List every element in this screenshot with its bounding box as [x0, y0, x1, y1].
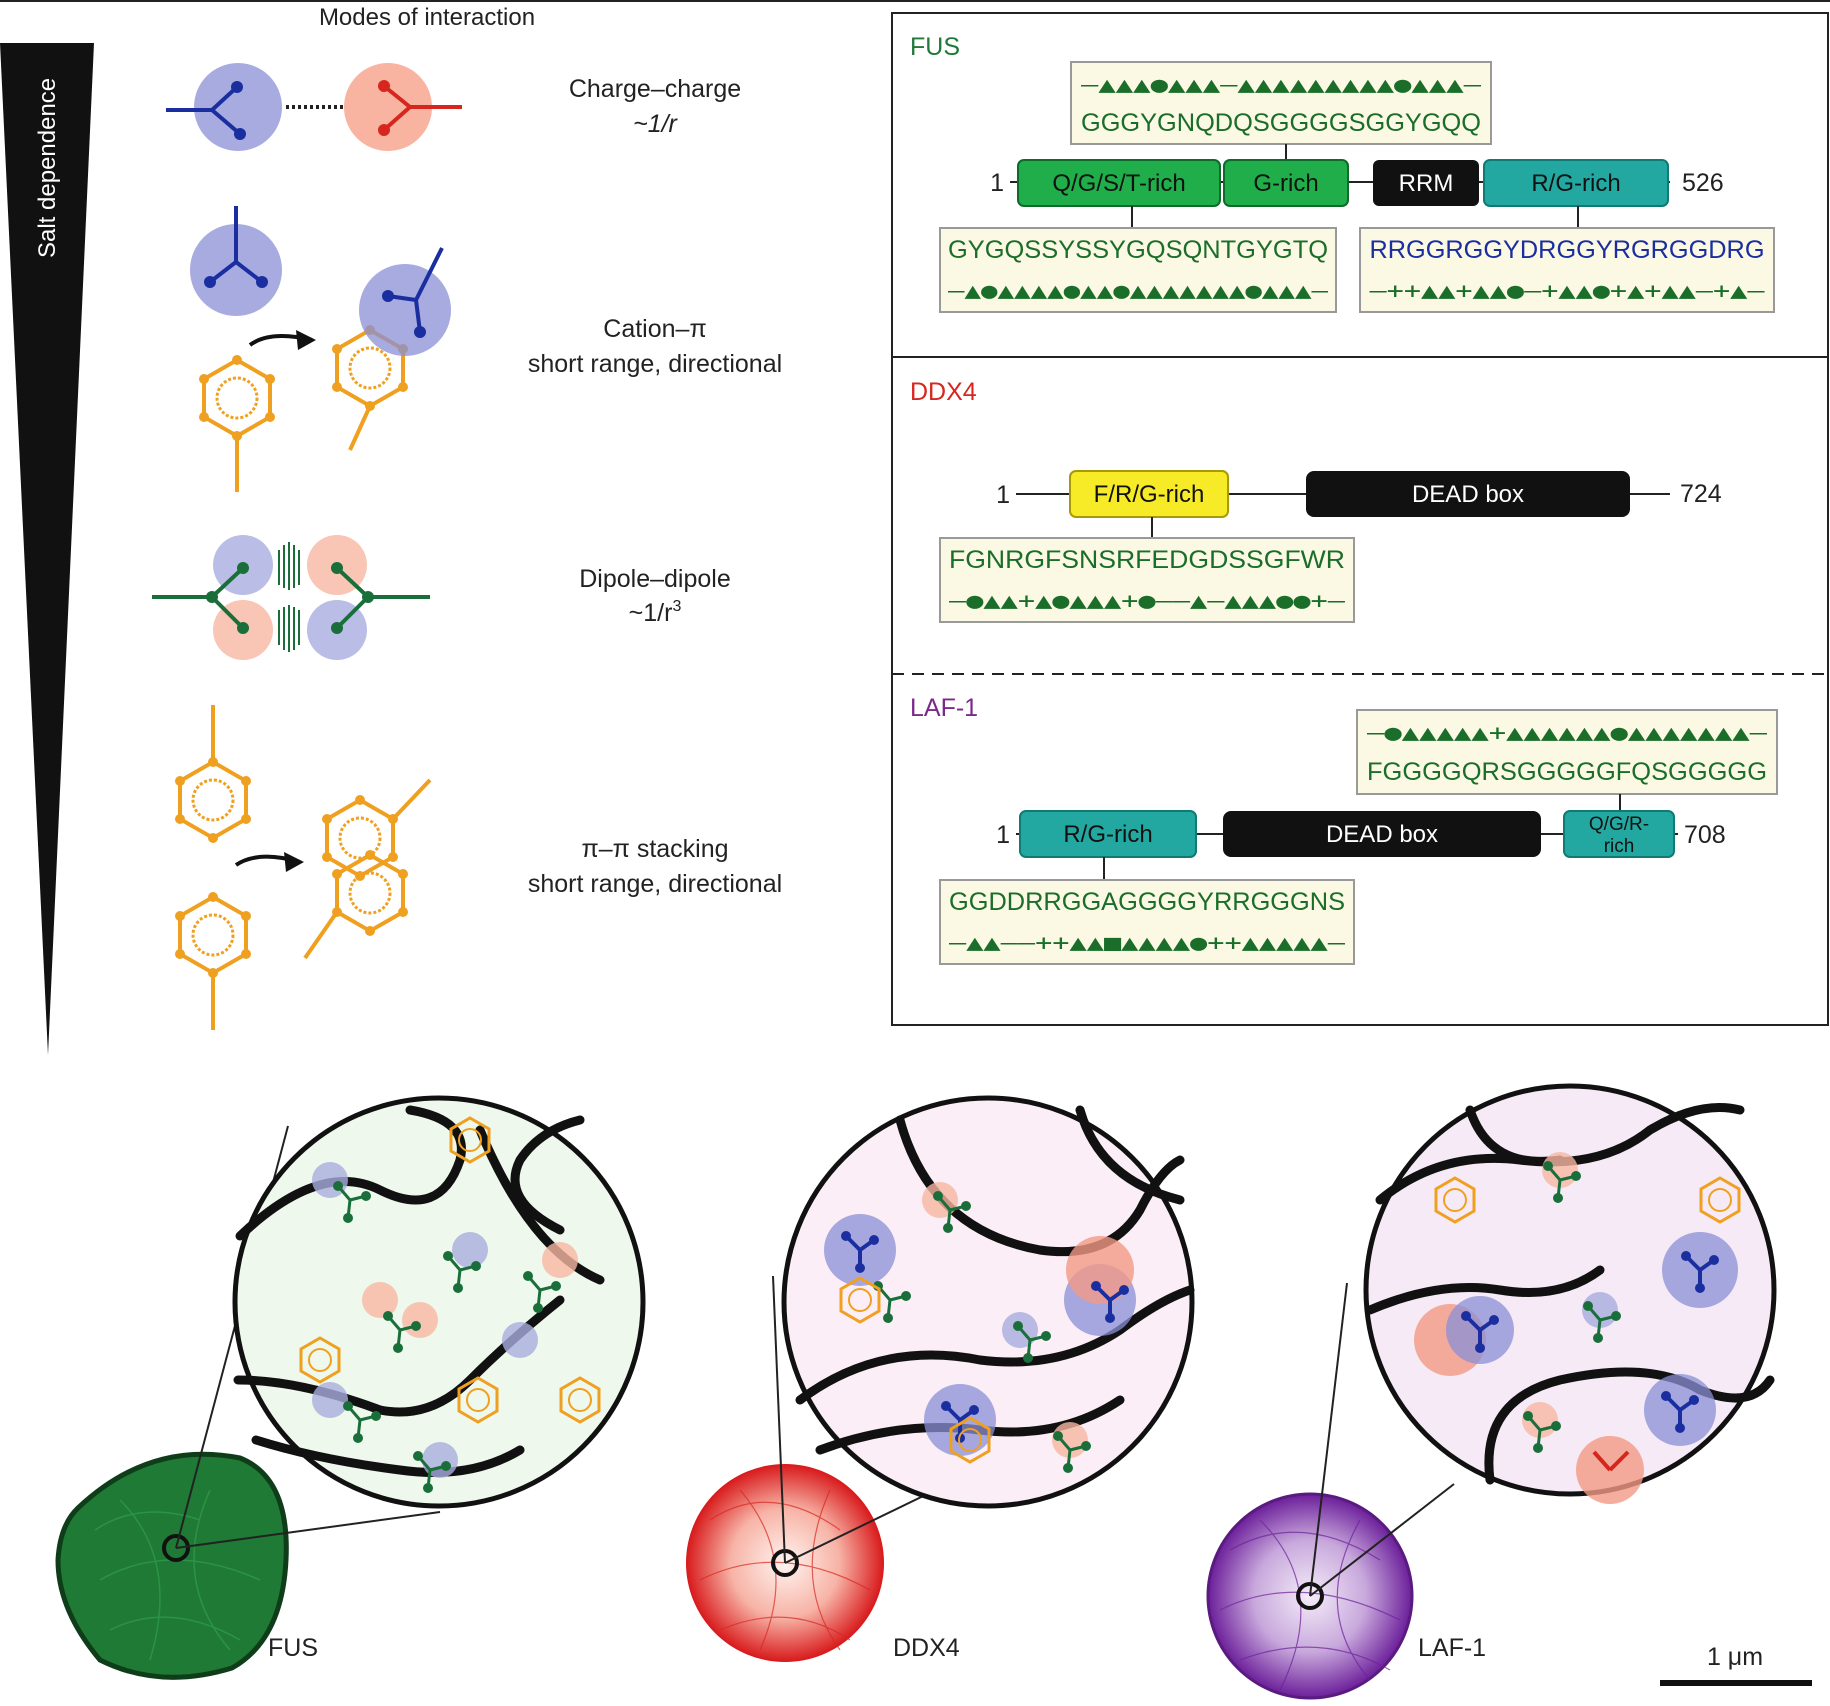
charge-charge-illustration — [166, 63, 462, 151]
domain-panel: FUS –▲▲▲●▲▲▲–▲▲▲▲▲▲▲▲▲●▲▲▲– GGGYGNQDQSGG… — [891, 12, 1829, 1026]
fus-label: FUS — [910, 33, 960, 61]
mode-4-name: π–π stacking — [581, 835, 728, 863]
mode-1-detail: ~1/r — [633, 110, 678, 138]
fus-left-symbols: –▲●▲▲▲▲●▲▲●▲▲▲▲▲▲▲●▲▲▲– — [948, 279, 1329, 304]
laf1-top-seq-box — [1356, 709, 1778, 795]
laf1-bottom-seq-box — [939, 879, 1355, 965]
pi-pi-illustration — [173, 705, 432, 1030]
laf1-domain-rg-label: R/G-rich — [1063, 821, 1152, 848]
laf1-label: LAF-1 — [910, 694, 978, 722]
laf1-top-seq: FGGGGQRSGGGGGFQSGGGGG — [1367, 758, 1767, 786]
laf1-top-symbols: –●▲▲▲▲▲+▲▲▲▲▲▲●▲▲▲▲▲▲▲– — [1367, 721, 1768, 746]
ddx4-start: 1 — [996, 481, 1010, 509]
mode-3-detail: ~1/r3 — [629, 598, 682, 627]
laf1-domain-qgr-label-1: Q/G/R- — [1589, 814, 1649, 835]
mode-4-detail: short range, directional — [528, 870, 782, 898]
fus-start: 1 — [990, 169, 1004, 197]
mode-3-name: Dipole–dipole — [579, 565, 731, 593]
laf1-domain-rg — [1019, 810, 1197, 858]
fus-right-symbols: –++▲▲+▲▲●–+▲▲●+▲+▲▲–+▲– — [1370, 279, 1766, 304]
ddx4-domain-frg — [1069, 470, 1229, 518]
fus-domain-grich-label: G-rich — [1253, 170, 1318, 197]
modes-title: Modes of interaction — [319, 4, 535, 31]
ddx4-zoom-circle — [781, 1095, 1195, 1509]
fus-top-symbols: –▲▲▲●▲▲▲–▲▲▲▲▲▲▲▲▲●▲▲▲– — [1081, 73, 1482, 98]
domain-panel-frame — [891, 12, 1829, 1026]
salt-wedge — [0, 43, 94, 1055]
fus-left-seq-box — [939, 227, 1337, 313]
fus-top-seq-box — [1070, 61, 1492, 145]
fus-domain-rrm — [1373, 160, 1479, 206]
ddx4-droplet — [686, 1095, 1195, 1662]
droplet-label-laf1: LAF-1 — [1418, 1634, 1486, 1662]
laf1-domain-qgr — [1563, 810, 1675, 858]
scale-bar-label: 1 μm — [1707, 1643, 1763, 1671]
fus-domain-grich — [1223, 159, 1349, 207]
ddx4-end: 724 — [1680, 480, 1722, 508]
droplets-panel: FUS — [55, 1083, 1812, 1700]
ddx4-domain-dead-label: DEAD box — [1412, 481, 1524, 508]
mode-1-name: Charge–charge — [569, 75, 741, 103]
laf1-start: 1 — [996, 821, 1010, 849]
cation-pi-illustration — [190, 206, 451, 492]
fus-left-seq: GYGQSSYSSYGQSQNTGYGTQ — [948, 236, 1328, 264]
ddx4-symbols: –●▲▲+▲●▲▲▲+●––▲–▲▲▲●●+– — [949, 589, 1346, 614]
ddx4-domain-frg-label: F/R/G-rich — [1094, 481, 1205, 508]
ddx4-label: DDX4 — [910, 378, 977, 406]
fus-right-seq: RRGGRGGYDRGGYRGRGGDRG — [1370, 236, 1765, 264]
scale-bar — [1660, 1680, 1812, 1686]
ddx4-domain-dead — [1306, 471, 1630, 517]
laf1-domain-qgr-label-2: rich — [1604, 836, 1635, 857]
fus-domain-rg — [1483, 159, 1669, 207]
salt-label: Salt dependence — [34, 78, 61, 258]
laf1-droplet — [1206, 1083, 1777, 1700]
fus-end: 526 — [1682, 169, 1724, 197]
fus-domain-qgst-label: Q/G/S/T-rich — [1052, 170, 1185, 197]
modes-panel: Modes of interaction Salt dependence Cha… — [0, 4, 782, 1055]
laf1-domain-dead — [1223, 811, 1541, 857]
fus-domain-rrm-label: RRM — [1399, 170, 1454, 197]
laf1-end: 708 — [1684, 821, 1726, 849]
fus-top-seq: GGGYGNQDQSGGGGSGGYGQQ — [1081, 109, 1481, 137]
fus-right-seq-box — [1359, 227, 1775, 313]
mode-2-name: Cation–π — [603, 315, 706, 343]
ddx4-seq-box — [939, 537, 1355, 623]
laf1-bottom-symbols: –▲▲––++▲▲■▲▲▲▲●++▲▲▲▲▲– — [949, 931, 1346, 956]
fus-domain-qgst — [1017, 159, 1221, 207]
mode-2-detail: short range, directional — [528, 350, 782, 378]
droplet-label-fus: FUS — [268, 1634, 318, 1662]
dipole-dipole-illustration — [152, 535, 430, 660]
ddx4-seq: FGNRGFSNSRFEDGDSSGFWR — [949, 546, 1345, 574]
laf1-bottom-seq: GGDDRRGGAGGGGYRRGGGNS — [949, 888, 1345, 916]
laf1-domain-dead-label: DEAD box — [1326, 821, 1438, 848]
fus-droplet — [55, 1095, 646, 1680]
fus-domain-rg-label: R/G-rich — [1531, 170, 1620, 197]
droplet-label-ddx4: DDX4 — [893, 1634, 960, 1662]
